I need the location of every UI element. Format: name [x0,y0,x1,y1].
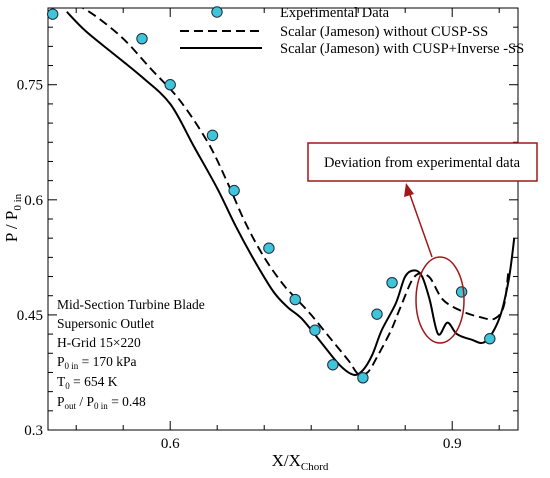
experimental-data-point [164,79,176,91]
experimental-data-point [263,242,275,254]
info-line-rest: = 170 kPa [78,354,136,369]
x-axis-label-main: X/X [272,451,301,470]
y-axis-label: P / P0 in [2,193,24,242]
deviation-ellipse [415,256,465,344]
axis-ticks: 0.6 0.9 0.75 0.6 0.45 0.3 [17,8,518,452]
legend-label: Scalar (Jameson) with CUSP+Inverse -SS [280,41,524,57]
deviation-callout-box [307,142,538,182]
info-line-main: T [57,374,66,389]
legend-label: Scalar (Jameson) without CUSP-SS [280,24,488,40]
experimental-data-point [386,276,398,289]
info-line-main: H-Grid 15×220 [57,335,141,350]
y-tick-label: 0.3 [24,423,43,439]
deviation-arrow-shaft [408,191,433,258]
info-line: P0 in = 170 kPa [57,354,137,371]
info-line-rest: / P [76,394,94,409]
deviation-arrow-head [404,183,414,197]
info-line-sub: out [65,401,77,411]
x-axis-label: X/XChord [272,451,329,473]
y-tick-label: 0.75 [17,78,43,94]
info-line-main: P [57,394,65,409]
y-axis-label-sub: 0 in [12,193,24,210]
info-line-main: P [57,354,65,369]
info-line-sub: 0 [65,381,70,391]
y-tick-label: 0.6 [24,193,43,209]
info-line: T0 = 654 K [57,374,118,391]
series-line-with-cusp [66,11,516,376]
experimental-markers [47,8,496,384]
info-line: H-Grid 15×220 [57,335,141,350]
experimental-data-point [289,293,301,306]
legend-label: Experimental Data [280,5,390,21]
x-tick-label: 0.9 [443,436,462,452]
info-line-main: Supersonic Outlet [57,316,154,331]
legend: Experimental Data Scalar (Jameson) withou… [180,5,524,57]
experimental-data-point [371,308,383,320]
y-axis-label-main: P / P [2,211,21,243]
series-lines [66,8,516,377]
experimental-data-point [206,129,219,142]
deviation-callout-text: Deviation from experimental data [324,155,521,171]
series-line-without-cusp [81,8,510,377]
legend-marker-icon [211,6,223,18]
y-tick-label: 0.45 [17,308,43,324]
experimental-data-point [228,184,240,197]
x-axis-label-sub: Chord [301,461,329,473]
info-line-sub2: 0 in [94,401,108,411]
experimental-data-point [455,286,468,298]
experimental-data-point [484,332,496,345]
experimental-data-point [47,8,59,20]
experimental-data-point [309,324,321,336]
info-line-rest: = 654 K [70,374,118,389]
info-line: Pout / P0 in = 0.48 [57,394,146,411]
experimental-data-point [136,32,148,45]
info-line: Mid-Section Turbine Blade [57,297,205,312]
experimental-data-point [357,372,369,384]
info-line-main: Mid-Section Turbine Blade [57,297,205,312]
info-line-rest2: = 0.48 [108,394,146,409]
annotations: Deviation from experimental data Mid-Sect… [57,142,538,411]
info-line: Supersonic Outlet [57,316,154,331]
experimental-data-point [327,359,339,371]
x-tick-label: 0.6 [161,436,180,452]
info-line-sub: 0 in [65,361,79,371]
